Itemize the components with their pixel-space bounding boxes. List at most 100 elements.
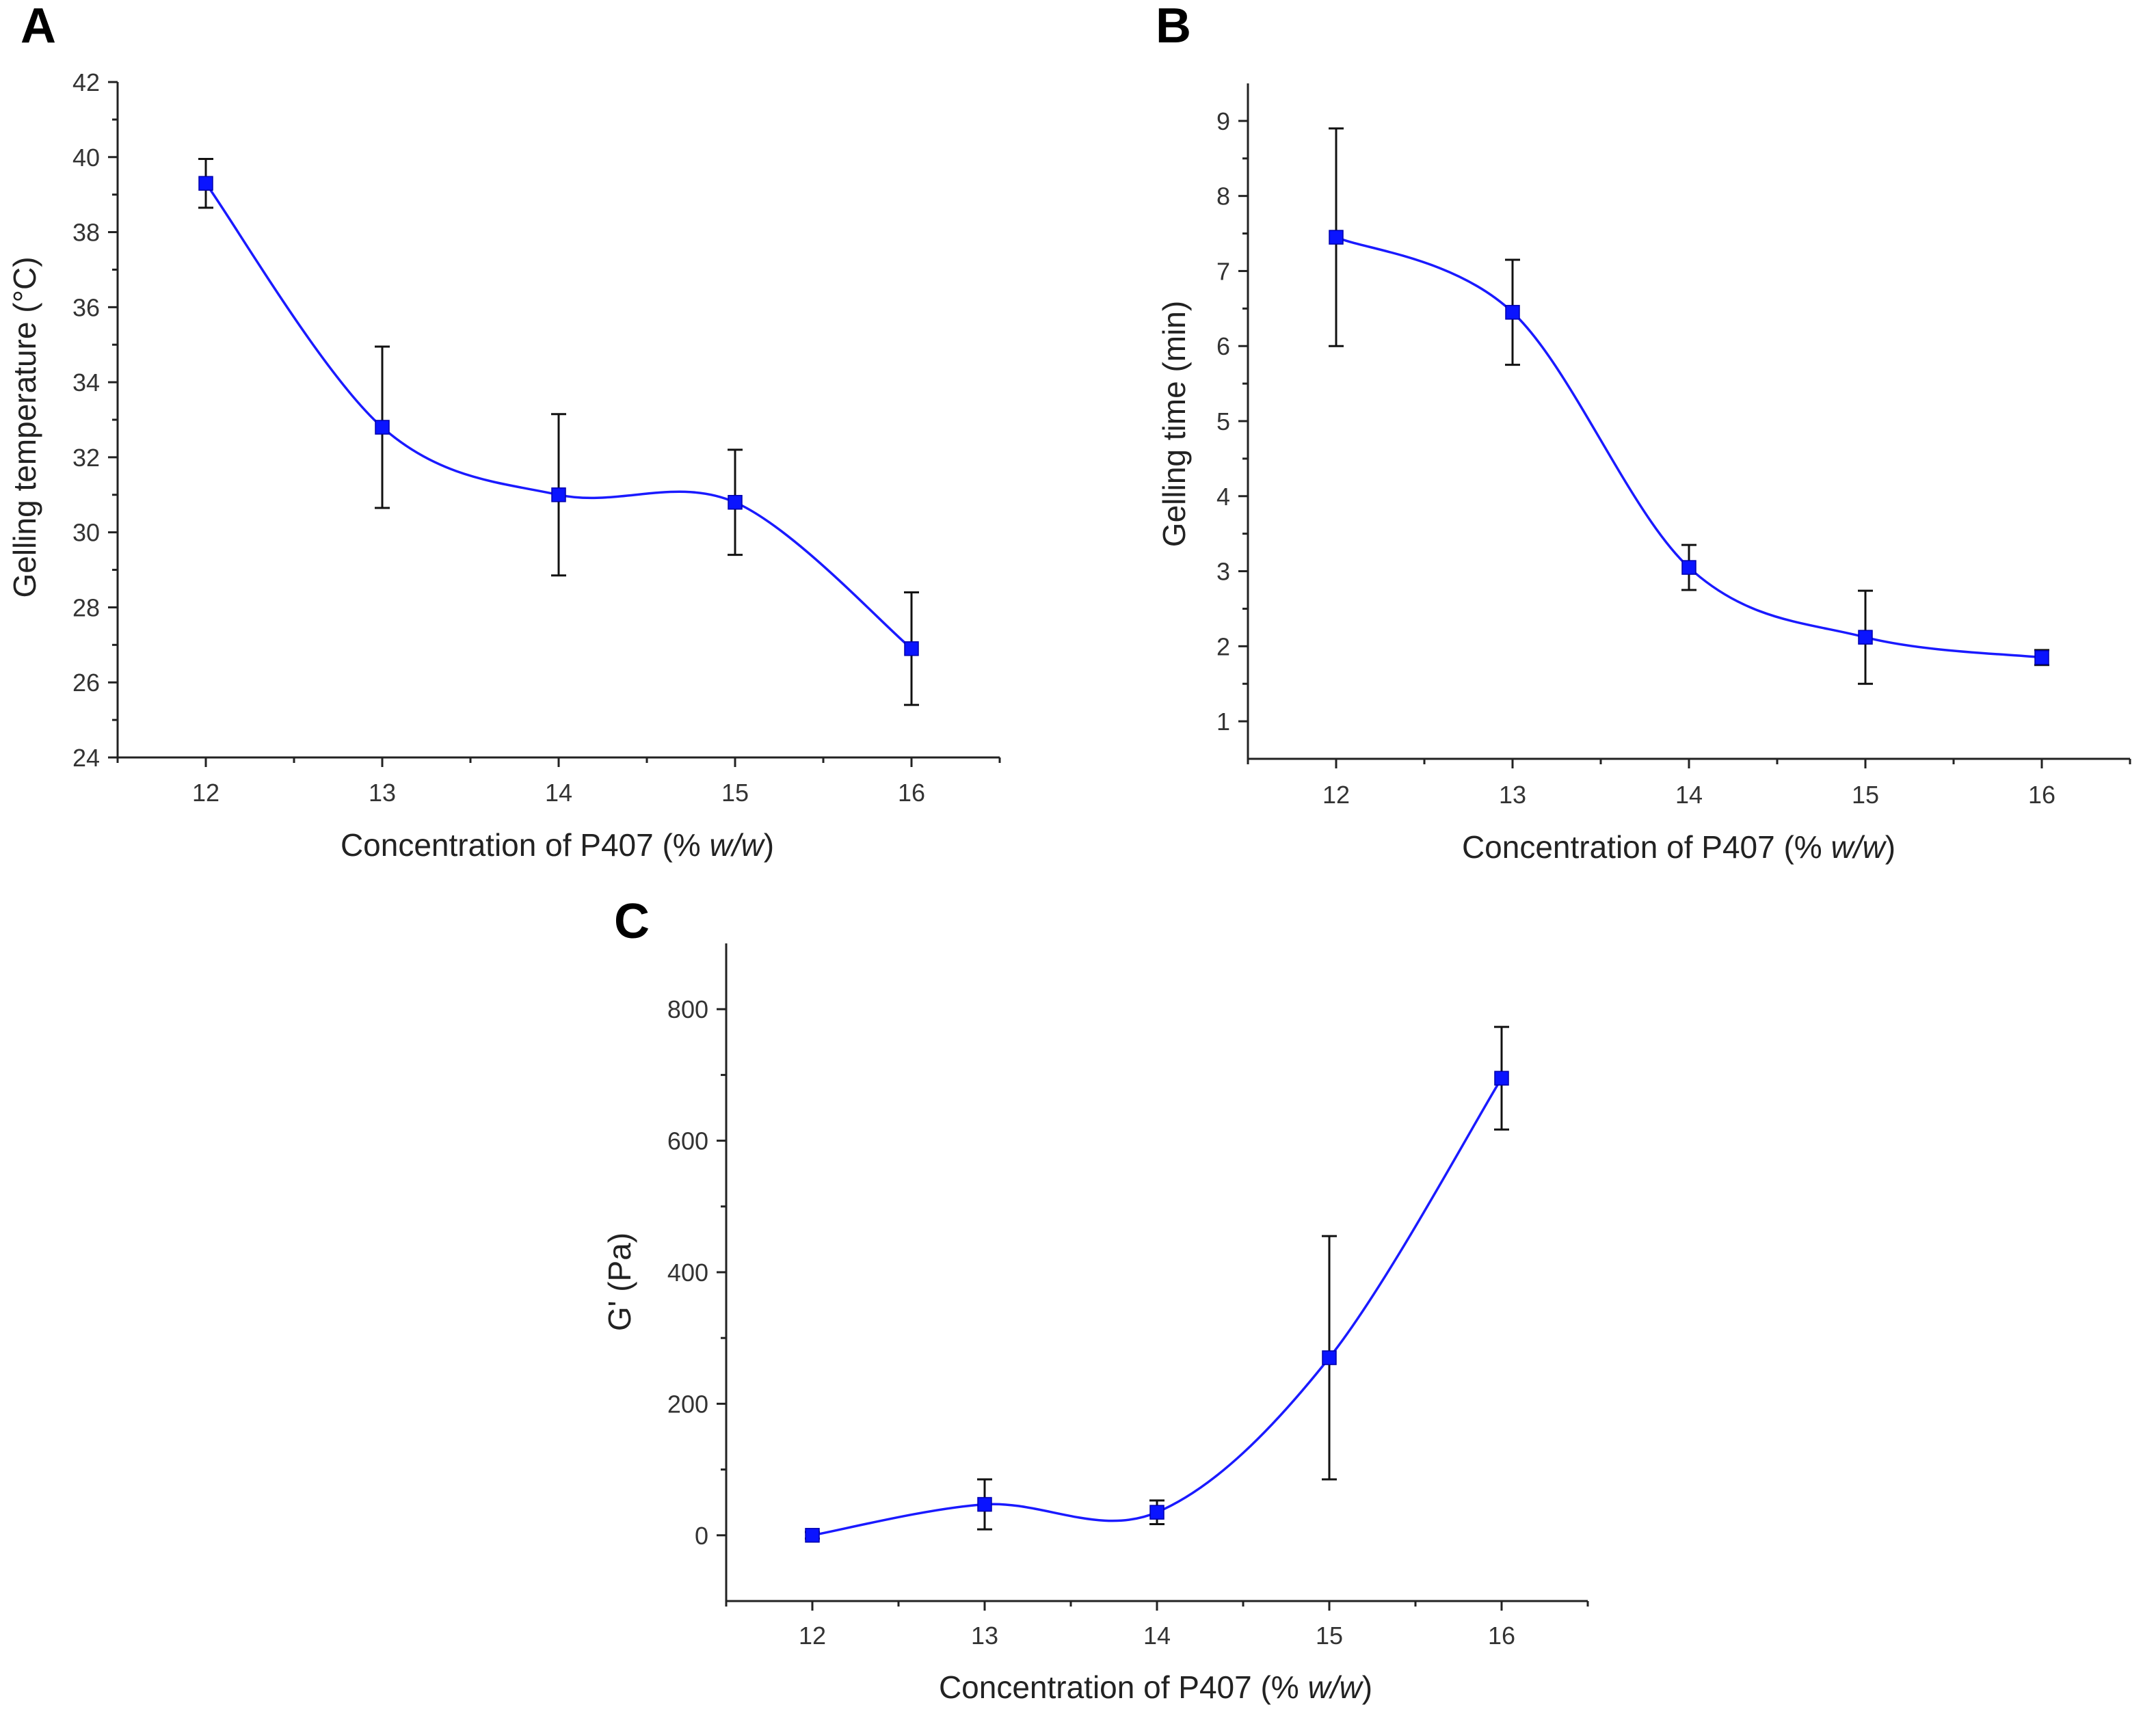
panel-a-y-tick-label: 36 [72, 293, 100, 321]
panel-c-data-point [805, 1528, 820, 1543]
panel-c-x-tick-label: 16 [1488, 1622, 1515, 1650]
panel-c-data-point [1322, 1235, 1337, 1481]
panel-b-data-point [1329, 127, 1344, 347]
panel-b-data-point [1858, 589, 1873, 685]
panel-c-series-line [812, 1077, 1503, 1537]
panel-a-axes: 24 26 28 30 32 34 36 38 40 42 12 13 14 15 16 [72, 68, 1001, 807]
panel-a-y-tick-label: 24 [72, 744, 100, 772]
panel-b-x-tick-label: 16 [2028, 781, 2055, 809]
panel-b-data-point [1681, 543, 1696, 591]
panel-c-y-tick-label: 800 [667, 995, 708, 1023]
panel-b-marks [1329, 127, 2049, 685]
panel-a-y-tick-label: 34 [72, 368, 100, 397]
panel-b-data-point [2034, 649, 2049, 667]
panel-a-x-axis-title-italic: w/w [709, 827, 765, 863]
panel-c-y-tick-label: 400 [667, 1259, 708, 1287]
panel-b-marker [2034, 650, 2049, 665]
panel-letter-b: B [1156, 0, 1191, 53]
panel-a-y-tick-label: 42 [72, 68, 100, 96]
panel-b-x-axis-title-prefix: Concentration of P407 (% [1462, 829, 1831, 865]
panel-b-y-tick-label: 3 [1216, 558, 1230, 586]
panel-c-x-tick-label: 13 [971, 1622, 998, 1650]
panel-a-y-tick-label: 28 [72, 593, 100, 621]
panel-letter-a: A [21, 0, 56, 53]
panel-b-y-tick-label: 5 [1216, 407, 1230, 435]
panel-b-x-tick-label: 15 [1852, 781, 1879, 809]
panel-a-marker [904, 641, 919, 656]
panel-c-marker [805, 1528, 820, 1543]
panel-b-marker [1505, 305, 1520, 320]
panel-b-y-tick-label: 9 [1216, 107, 1230, 135]
panel-a-x-axis-title: Concentration of P407 (% w/w) [341, 827, 774, 863]
panel-b-y-tick-label: 7 [1216, 257, 1230, 285]
panel-a-marker [198, 176, 213, 191]
panel-b-y-tick-label: 6 [1216, 332, 1230, 360]
panel-a-x-axis-title-suffix: ) [764, 827, 774, 863]
panel-a-y-tick-label: 38 [72, 219, 100, 247]
panel-b-y-axis-title: Gelling time (min) [1156, 301, 1192, 547]
panel-c-y-tick-label: 0 [695, 1522, 708, 1550]
panel-c-x-tick-label: 12 [799, 1622, 826, 1650]
panel-b-y-tick-label: 8 [1216, 183, 1230, 211]
panel-b-marker [1858, 630, 1873, 645]
panel-a-x-tick-label: 13 [369, 779, 396, 807]
panel-b-x-axis-title-italic: w/w [1831, 829, 1887, 865]
panel-c-data-point [977, 1478, 992, 1531]
panel-b-y-tick-label: 2 [1216, 632, 1230, 660]
panel-a-marker [728, 495, 743, 510]
panel-a-y-axis-title: Gelling temperature (°C) [7, 256, 42, 597]
panel-letter-c: C [614, 894, 650, 949]
panel-a-y-tick-label: 30 [72, 519, 100, 547]
panel-c-y-tick-label: 600 [667, 1127, 708, 1155]
panel-c-data-point [1494, 1025, 1509, 1131]
panel-a-x-axis-title-prefix: Concentration of P407 (% [341, 827, 710, 863]
panel-c-y-tick-label: 200 [667, 1390, 708, 1418]
panel-a-data-point [198, 158, 213, 209]
panel-a-marker [551, 487, 566, 502]
panel-b-x-tick-label: 12 [1322, 781, 1350, 809]
panel-b-y-tick-label: 4 [1216, 483, 1230, 511]
panel-a-y-tick-label: 40 [72, 144, 100, 172]
panel-b-marker [1681, 560, 1696, 575]
panel-b-x-axis-title: Concentration of P407 (% w/w) [1462, 829, 1895, 865]
panel-c-data-point [1149, 1499, 1164, 1525]
panel-a-x-tick-label: 15 [721, 779, 749, 807]
panel-c: C 0 200 400 600 800 12 13 14 15 16 Concentration … [602, 894, 1589, 1705]
panel-c-x-axis-title-italic: w/w [1307, 1669, 1363, 1705]
panel-c-y-axis-title: G' (Pa) [602, 1233, 637, 1331]
panel-c-marker [1322, 1350, 1337, 1365]
panel-a-marker [375, 420, 390, 435]
panel-a-data-point [551, 413, 566, 577]
panel-c-marker [1149, 1505, 1164, 1520]
panel-c-x-axis-title-suffix: ) [1362, 1669, 1372, 1705]
panel-c-marker [977, 1496, 992, 1512]
panel-a-y-tick-label: 32 [72, 444, 100, 472]
panel-c-marker [1494, 1071, 1509, 1086]
panel-c-x-tick-label: 14 [1143, 1622, 1171, 1650]
panel-c-x-axis-title-prefix: Concentration of P407 (% [939, 1669, 1308, 1705]
panel-a-x-tick-label: 12 [192, 779, 219, 807]
panel-a-y-tick-label: 26 [72, 669, 100, 697]
panel-b-y-tick-label: 1 [1216, 708, 1230, 736]
panel-a: A 24 26 28 30 32 34 36 38 40 42 12 13 14 15 16 Concent… [7, 0, 1001, 863]
panel-b-x-axis-title-suffix: ) [1885, 829, 1895, 865]
panel-a-x-tick-label: 14 [545, 779, 572, 807]
panel-a-data-point [904, 591, 919, 706]
panel-a-marks [198, 158, 919, 706]
panel-b-x-tick-label: 13 [1499, 781, 1526, 809]
panel-a-x-tick-label: 16 [898, 779, 925, 807]
panel-a-data-point [375, 345, 390, 509]
panel-c-axes: 0 200 400 600 800 12 13 14 15 16 [667, 943, 1589, 1650]
panel-b-series-line [1335, 236, 2042, 659]
panel-b-data-point [1505, 258, 1520, 366]
panel-a-data-point [728, 448, 743, 556]
panel-c-marks [805, 1025, 1509, 1543]
panel-c-x-tick-label: 15 [1316, 1622, 1343, 1650]
panel-c-x-axis-title: Concentration of P407 (% w/w) [939, 1669, 1372, 1705]
panel-b-x-tick-label: 14 [1675, 781, 1703, 809]
panel-b-marker [1329, 230, 1344, 245]
